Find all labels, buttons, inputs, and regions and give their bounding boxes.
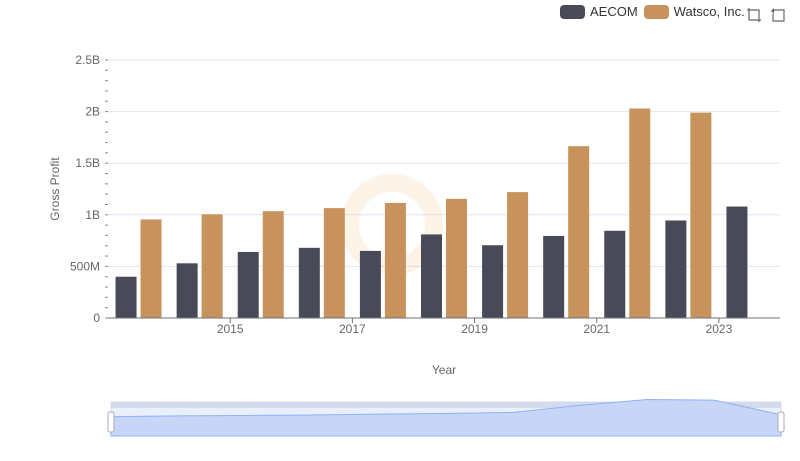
bar-aecom-2020[interactable] [482, 245, 504, 318]
data-zoom-top-bar[interactable] [111, 402, 781, 408]
bar-aecom-2024[interactable] [726, 206, 748, 318]
bar-watsco-2015[interactable] [201, 214, 223, 318]
bar-aecom-2017[interactable] [298, 247, 320, 318]
bar-watsco-2018[interactable] [384, 202, 406, 318]
bar-aecom-2021[interactable] [543, 235, 565, 318]
bar-watsco-2023[interactable] [690, 112, 712, 319]
y-tick-label: 2B [85, 105, 100, 119]
toolbox [746, 7, 786, 23]
legend-label-aecom: AECOM [590, 4, 638, 19]
y-tick-label: 1B [85, 208, 100, 222]
y-tick-label: 2.5B [75, 53, 100, 67]
zoom-icon[interactable] [746, 7, 762, 23]
bar-aecom-2018[interactable] [359, 250, 381, 318]
y-tick-label: 0 [93, 311, 100, 325]
x-axis-title: Year [432, 363, 456, 377]
y-axis-title: Gross Profit [48, 157, 62, 221]
bar-aecom-2023[interactable] [665, 220, 687, 318]
legend-item-aecom[interactable]: AECOM [560, 4, 638, 19]
data-zoom-handle-right[interactable] [777, 411, 785, 433]
restore-icon[interactable] [770, 7, 786, 23]
bar-aecom-2022[interactable] [604, 230, 626, 318]
legend-label-watsco: Watsco, Inc. [673, 4, 745, 19]
x-tick-label: 2021 [583, 322, 610, 336]
legend-item-watsco[interactable]: Watsco, Inc. [643, 4, 745, 19]
bar-watsco-2022[interactable] [629, 108, 651, 318]
legend-swatch-aecom [560, 4, 585, 19]
bar-aecom-2014[interactable] [115, 276, 137, 318]
data-zoom-handle-left[interactable] [107, 411, 115, 433]
bar-watsco-2017[interactable] [323, 208, 345, 318]
bar-watsco-2021[interactable] [568, 146, 590, 318]
bar-watsco-2016[interactable] [262, 211, 284, 318]
bar-aecom-2019[interactable] [421, 234, 442, 318]
bar-watsco-2019[interactable] [446, 198, 467, 318]
bar-watsco-2020[interactable] [507, 192, 529, 318]
x-tick-label: 2017 [339, 322, 366, 336]
bar-aecom-2016[interactable] [237, 251, 259, 318]
legend: AECOM Watsco, Inc. [560, 4, 751, 19]
y-tick-label: 1.5B [75, 156, 100, 170]
bar-aecom-2015[interactable] [176, 263, 198, 318]
x-tick-label: 2023 [706, 322, 733, 336]
x-tick-label: 2019 [461, 322, 488, 336]
x-tick-label: 2015 [217, 322, 244, 336]
legend-swatch-watsco [643, 4, 669, 19]
bar-watsco-2014[interactable] [140, 219, 162, 318]
y-tick-label: 500M [70, 259, 100, 273]
